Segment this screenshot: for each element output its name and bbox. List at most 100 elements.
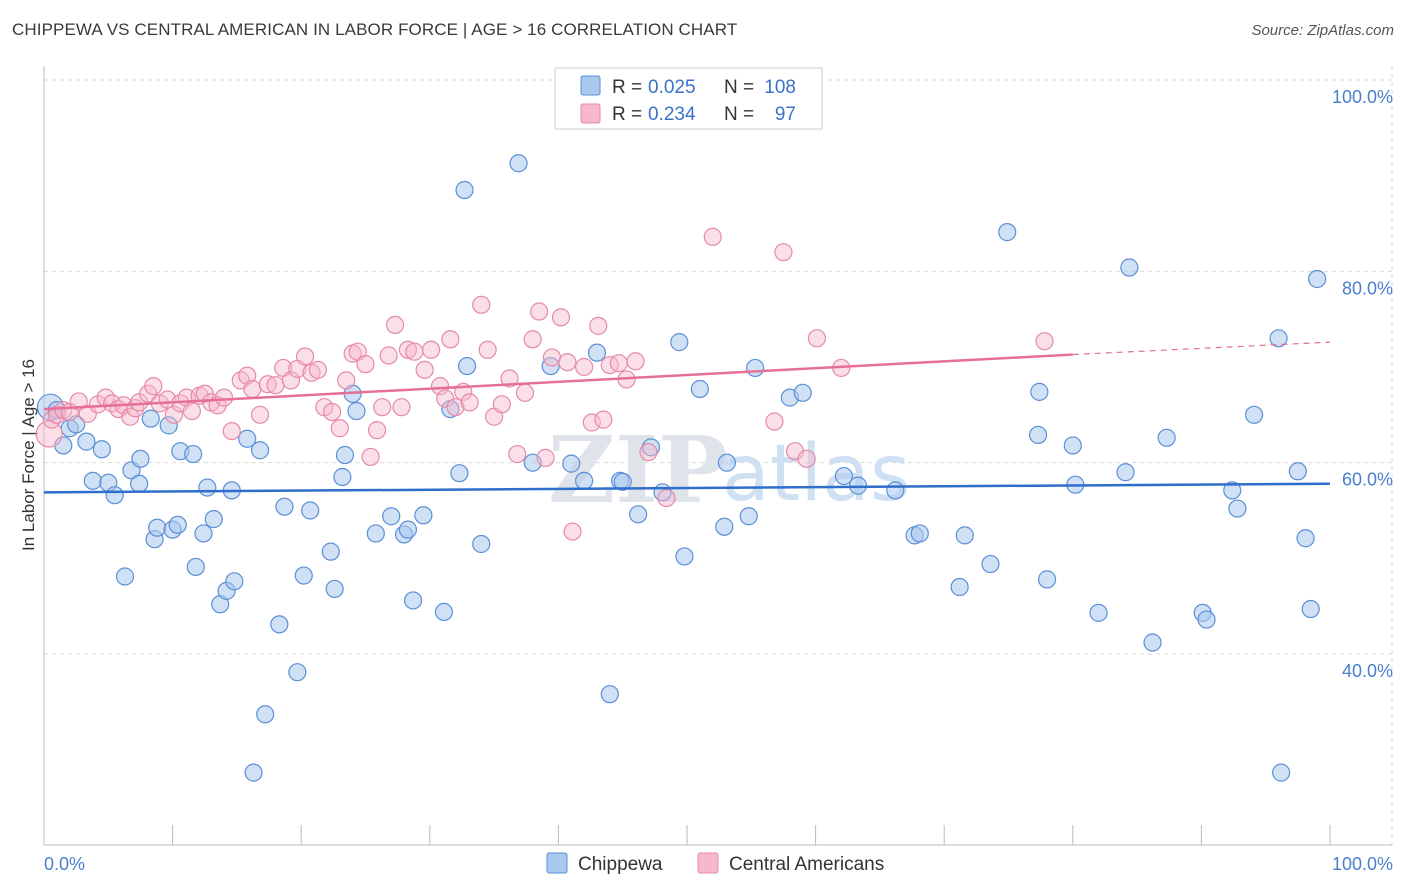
y-tick-label: 40.0%	[1342, 661, 1393, 681]
chippewa-point	[1308, 269, 1327, 289]
central-americans-point	[563, 522, 582, 541]
chippewa-point	[335, 445, 355, 465]
central-americans-point	[774, 243, 793, 262]
chippewa-point	[186, 557, 205, 577]
chippewa-point	[739, 507, 758, 526]
chippewa-point	[434, 602, 454, 622]
central-americans-point	[421, 340, 441, 359]
legend-n-value-central-americans: 97	[775, 104, 796, 125]
central-americans-point	[367, 421, 387, 440]
chippewa-point	[238, 429, 257, 448]
chippewa-point	[950, 577, 969, 597]
chippewa-point	[455, 180, 474, 200]
legend-n-label-central-americans: N =	[724, 104, 754, 125]
central-americans-point	[121, 407, 140, 426]
chippewa-point	[717, 453, 736, 472]
central-americans-point	[337, 371, 356, 390]
central-americans-point	[385, 315, 405, 335]
chippewa-point	[998, 223, 1017, 242]
chippewa-point	[910, 524, 929, 543]
chippewa-point	[981, 554, 1000, 574]
legend-r-value-central-americans: 0.234	[648, 104, 696, 125]
chippewa-point	[1245, 405, 1264, 424]
chippewa-point	[1272, 763, 1291, 782]
chippewa-point	[1116, 463, 1135, 482]
chippewa-point	[321, 542, 340, 561]
chippewa-point	[1228, 499, 1247, 518]
chippewa-point	[270, 615, 289, 634]
central-americans-point	[392, 398, 411, 417]
chippewa-point	[198, 478, 217, 497]
legend-swatch-chippewa	[580, 75, 601, 96]
chippewa-point	[414, 506, 433, 525]
chippewa-point	[398, 520, 418, 539]
chippewa-point	[1030, 382, 1049, 401]
grid-lines	[44, 66, 1393, 845]
series-legend-swatch-chippewa	[546, 852, 568, 874]
y-axis-title: In Labor Force | Age > 16	[19, 359, 38, 551]
central-americans-point	[492, 395, 511, 414]
trend-line-chippewa	[43, 482, 1331, 494]
central-americans-point	[182, 401, 201, 421]
chippewa-point	[194, 524, 213, 543]
chippewa-point	[301, 501, 320, 520]
central-americans-point	[398, 340, 418, 359]
central-americans-point	[500, 369, 519, 388]
central-americans-point	[536, 448, 555, 467]
chippewa-point	[168, 515, 187, 534]
central-americans-point	[657, 488, 676, 508]
chippewa-point	[641, 438, 661, 457]
chippewa-point	[675, 547, 694, 566]
chippewa-point	[333, 467, 352, 487]
central-americans-point	[523, 330, 542, 349]
chippewa-point	[325, 579, 344, 599]
chippewa-point	[347, 401, 366, 421]
central-americans-point	[330, 419, 349, 438]
chippewa-point	[746, 358, 765, 378]
axes	[43, 66, 1392, 846]
chippewa-point	[629, 505, 648, 524]
central-americans-point	[609, 354, 628, 373]
central-americans-point	[589, 316, 608, 335]
central-americans-point	[508, 444, 527, 464]
central-americans-point	[322, 402, 342, 422]
chippewa-point	[886, 481, 905, 500]
central-americans-point	[441, 330, 460, 349]
central-americans-point	[214, 388, 234, 407]
chippewa-point	[256, 705, 275, 724]
central-americans-point	[542, 348, 562, 367]
chippewa-point	[1089, 603, 1108, 622]
central-americans-point	[373, 398, 392, 417]
watermark-atlas: atlas	[722, 429, 911, 519]
central-americans-point	[551, 308, 571, 327]
x-tick-labels: 0.0% 100.0%	[44, 854, 1393, 874]
chippewa-point	[184, 444, 203, 464]
central-americans-point	[582, 413, 601, 432]
central-americans-point	[54, 400, 73, 420]
chippewa-point	[148, 518, 167, 537]
central-americans-point	[266, 376, 285, 395]
central-americans-point	[626, 352, 645, 371]
legend-r-label-chippewa: R =	[612, 77, 642, 98]
chippewa-point	[141, 409, 160, 428]
central-americans-point	[472, 295, 491, 314]
central-americans-point	[258, 375, 277, 394]
chippewa-point	[1269, 329, 1288, 348]
series-legend-swatch-central-americans	[697, 852, 719, 874]
central-americans-point	[222, 421, 241, 441]
chippewa-point	[105, 486, 124, 505]
chippewa-point	[1157, 428, 1176, 447]
central-americans-point	[797, 449, 816, 468]
central-americans-point	[765, 412, 784, 431]
chippewa-point	[159, 416, 178, 435]
chippewa-point	[1120, 258, 1139, 277]
chippewa-point	[562, 454, 581, 473]
chippewa-point	[83, 471, 102, 490]
chippewa-point	[613, 472, 632, 491]
legend-n-label-chippewa: N =	[724, 77, 754, 98]
central-americans-point	[600, 355, 619, 375]
central-americans-point	[405, 342, 424, 361]
chippewa-point	[382, 507, 401, 526]
central-americans-point	[308, 360, 328, 379]
